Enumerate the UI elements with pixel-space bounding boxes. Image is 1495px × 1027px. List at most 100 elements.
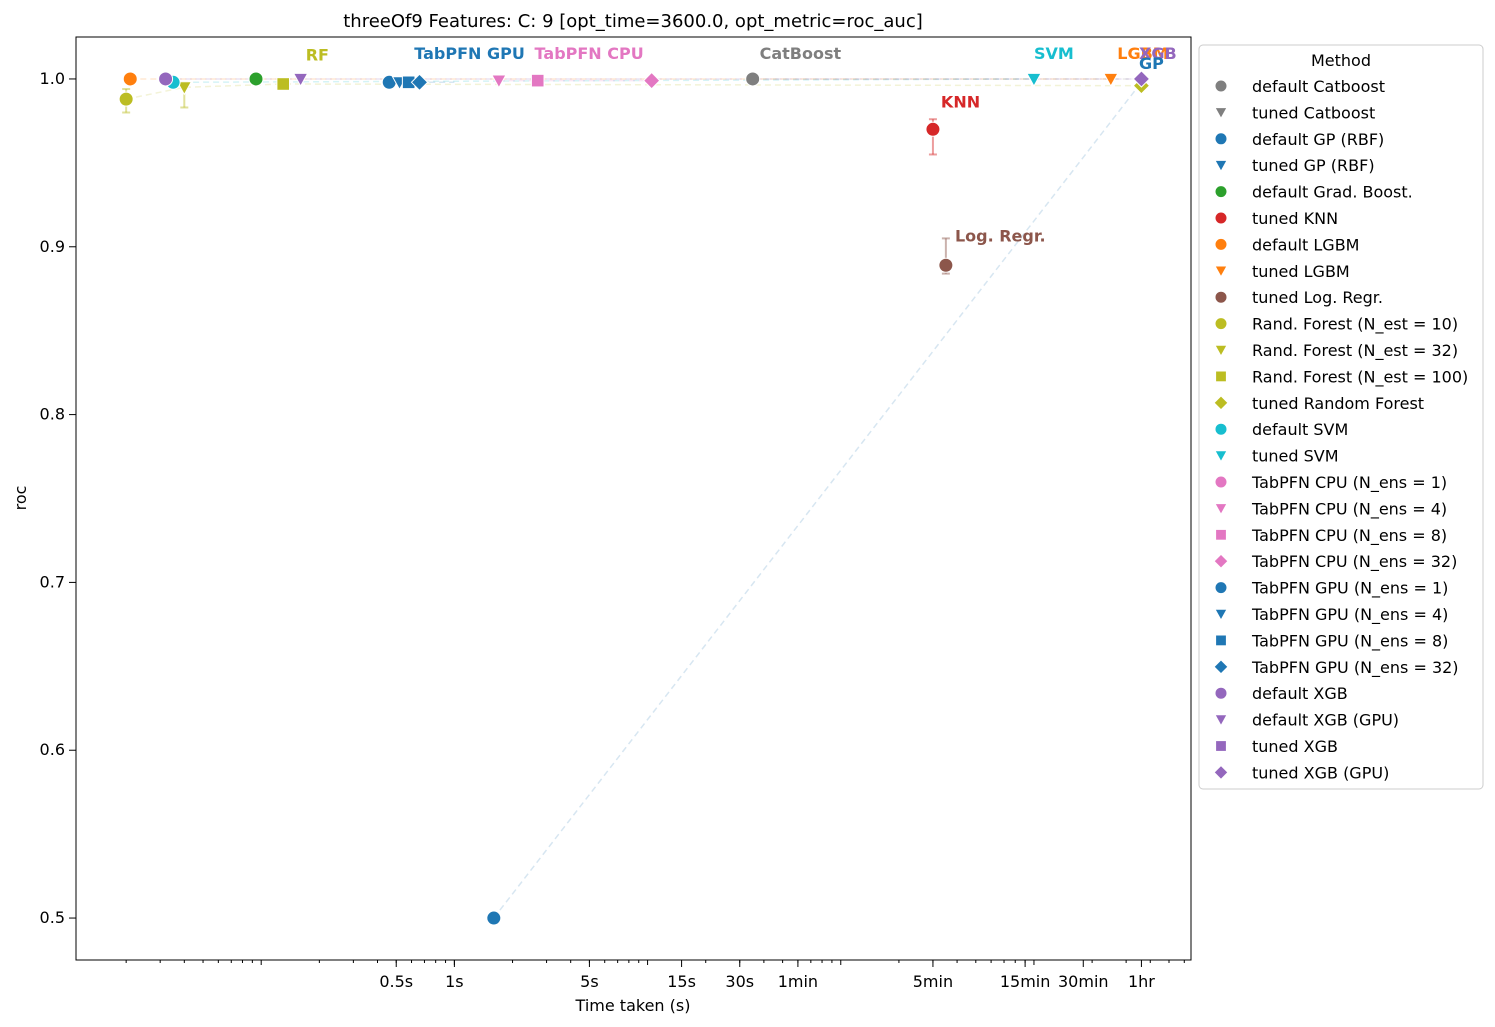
x-tick-label: 30s [725,972,754,991]
legend-marker-tuned-lgbm [1214,265,1228,278]
y-tick-label: 0.8 [40,405,65,424]
legend-label: tuned SVM [1252,447,1339,466]
legend-label: default Catboost [1252,77,1385,96]
legend-label: tuned LGBM [1252,262,1350,281]
point-default-xgb-gpu [292,72,309,87]
legend-marker-rand-forest-n-est-32 [1214,344,1228,358]
x-tick-label: 5min [913,972,953,991]
legend-item: Rand. Forest (N_est = 100) [1215,367,1468,387]
y-tick-label: 1.0 [40,69,65,88]
legend-marker-tuned-xgb [1215,740,1227,752]
legend-item: tuned XGB [1215,737,1338,756]
legend-item: tuned GP (RBF) [1214,156,1375,175]
legend-title: Method [1311,51,1371,70]
legend-item: TabPFN GPU (N_ens = 8) [1215,631,1448,651]
legend-marker-tabpfn-cpu-n-ens-8 [1215,528,1227,541]
annotation-knn: KNN [941,92,980,111]
y-tick-label: 0.6 [40,740,65,759]
legend-marker-tuned-xgb-gpu [1213,764,1229,781]
legend-item: TabPFN GPU (N_ens = 4) [1214,605,1448,625]
legend-label: TabPFN GPU (N_ens = 8) [1251,631,1448,651]
legend-item: tuned XGB (GPU) [1213,763,1389,782]
error-bars [122,81,950,275]
data-points [118,70,1151,926]
legend-label: tuned KNN [1252,209,1338,228]
legend-marker-tuned-gp-rbf [1214,159,1228,173]
annotation-rf: RF [306,45,329,64]
connector-line-0 [493,81,1142,919]
legend-marker-tabpfn-gpu-n-ens-8 [1215,634,1227,647]
legend-item: Rand. Forest (N_est = 32) [1214,341,1458,361]
point-default-grad-boost [248,71,264,87]
y-axis-ticks: 0.5 0.6 0.7 0.8 0.9 1.0 [40,69,76,927]
legend-item: default XGB [1214,684,1348,703]
x-tick-label: 15s [667,972,696,991]
y-tick-label: 0.5 [40,908,65,927]
legend-label: TabPFN CPU (N_ens = 8) [1251,526,1447,546]
annotation-tabpfn-cpu: TabPFN CPU [535,44,644,63]
legend-marker-default-lgbm [1214,237,1228,251]
legend-item: TabPFN CPU (N_ens = 8) [1215,526,1447,546]
point-tuned-lgbm [1102,72,1119,87]
annotation-tabpfn-gpu: TabPFN GPU [414,44,525,63]
x-tick-label: 1s [445,972,464,991]
legend-item: tuned Catboost [1214,103,1375,122]
legend: Method default Catboost tuned Catboost def… [1198,44,1484,790]
point-default-xgb [158,71,174,87]
legend-label: default GP (RBF) [1252,130,1384,149]
legend-item: Rand. Forest (N_est = 10) [1214,315,1458,335]
x-tick-label: 0.5s [379,972,413,991]
x-tick-label: 1hr [1128,972,1155,991]
legend-item: TabPFN CPU (N_ens = 32) [1213,552,1457,572]
point-tuned-knn [925,121,941,137]
x-tick-label: 5s [580,972,599,991]
legend-label: TabPFN GPU (N_ens = 32) [1251,658,1459,678]
annotation-svm: SVM [1034,44,1074,63]
y-axis-label: roc [11,486,30,511]
y-tick-label: 0.7 [40,572,65,591]
annotation-log-regr: Log. Regr. [955,227,1046,246]
legend-marker-tabpfn-gpu-n-ens-32 [1213,659,1229,675]
legend-label: TabPFN CPU (N_ens = 4) [1251,499,1447,519]
legend-marker-tabpfn-gpu-n-ens-1 [1214,581,1228,595]
legend-label: tuned Catboost [1252,103,1375,122]
legend-marker-rand-forest-n-est-10 [1214,317,1228,331]
legend-label: TabPFN CPU (N_ens = 32) [1251,552,1457,572]
point-rand-forest-n-est-32 [176,81,193,96]
point-rand-forest-n-est-100 [276,77,291,91]
legend-item: default GP (RBF) [1214,130,1384,149]
legend-marker-default-grad-boost [1214,185,1228,199]
legend-item: TabPFN CPU (N_ens = 4) [1214,499,1447,519]
legend-item: tuned LGBM [1214,262,1350,281]
point-default-catboost [745,71,761,87]
connector-line-3 [173,78,1035,84]
legend-marker-tuned-knn [1214,211,1228,225]
legend-label: Rand. Forest (N_est = 10) [1252,315,1458,335]
legend-box [1198,44,1484,790]
point-tabpfn-cpu-n-ens-32 [642,71,661,90]
legend-item: TabPFN GPU (N_ens = 1) [1214,579,1448,599]
point-tabpfn-cpu-n-ens-8 [530,73,545,88]
legend-item: default Catboost [1214,77,1385,96]
legend-marker-tabpfn-cpu-n-ens-1 [1214,475,1228,489]
point-rand-forest-n-est-10 [118,91,134,107]
legend-marker-tabpfn-cpu-n-ens-4 [1214,503,1228,516]
legend-label: default XGB [1252,684,1348,703]
legend-marker-default-gp-rbf [1214,132,1228,146]
legend-marker-tuned-catboost [1214,107,1228,120]
legend-label: tuned XGB [1252,737,1338,756]
legend-label: tuned XGB (GPU) [1252,763,1389,782]
legend-marker-tabpfn-gpu-n-ens-4 [1214,608,1228,622]
legend-label: tuned GP (RBF) [1252,156,1375,175]
legend-label: TabPFN GPU (N_ens = 4) [1251,605,1448,625]
legend-label: Rand. Forest (N_est = 32) [1252,341,1458,361]
point-default-gp-rbf [486,910,502,926]
legend-marker-default-xgb-gpu [1214,714,1228,727]
legend-marker-rand-forest-n-est-100 [1215,370,1227,383]
legend-item: tuned SVM [1214,447,1339,466]
legend-label: default XGB (GPU) [1252,711,1399,730]
plot-frame [75,36,1192,961]
chart-title: threeOf9 Features: C: 9 [opt_time=3600.0… [343,11,923,32]
legend-label: default SVM [1252,420,1348,439]
x-axis-label: Time taken (s) [575,996,691,1015]
